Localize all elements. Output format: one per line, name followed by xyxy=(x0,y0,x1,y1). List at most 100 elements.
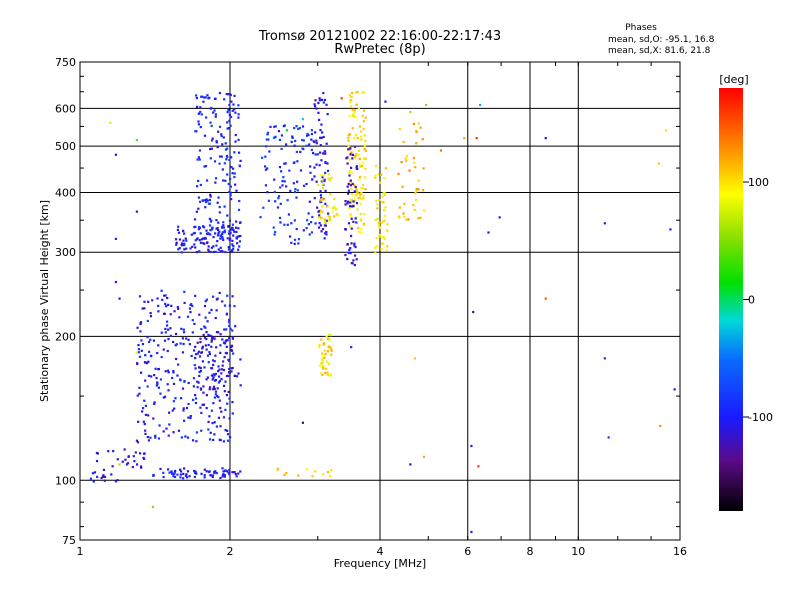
data-point xyxy=(350,95,353,98)
data-point xyxy=(321,353,324,356)
data-point xyxy=(297,474,300,477)
data-point xyxy=(215,219,218,222)
data-point xyxy=(199,406,202,409)
data-point xyxy=(172,340,175,344)
data-point xyxy=(330,176,333,179)
data-point xyxy=(140,349,143,352)
data-point xyxy=(349,246,352,250)
data-point xyxy=(224,351,227,355)
data-point xyxy=(222,416,226,419)
data-point xyxy=(425,103,428,107)
data-point xyxy=(283,180,286,183)
data-point xyxy=(227,126,230,130)
data-point xyxy=(383,237,386,241)
data-point xyxy=(326,470,330,474)
data-point xyxy=(214,393,217,396)
data-point xyxy=(146,435,149,439)
data-point xyxy=(377,173,380,176)
data-point xyxy=(221,250,224,253)
data-point xyxy=(166,369,170,372)
data-point xyxy=(324,367,328,370)
data-point xyxy=(191,245,194,248)
data-point xyxy=(220,133,223,136)
data-point xyxy=(223,474,226,477)
data-point xyxy=(162,430,165,433)
data-point xyxy=(305,226,308,230)
data-point xyxy=(176,473,179,476)
data-point xyxy=(200,472,203,475)
data-point xyxy=(207,333,210,337)
data-point xyxy=(213,421,216,424)
data-point xyxy=(274,125,277,128)
data-point xyxy=(348,133,352,136)
data-point xyxy=(177,307,180,311)
data-point xyxy=(199,232,202,235)
data-point xyxy=(349,101,352,104)
data-point xyxy=(188,307,192,310)
data-point xyxy=(355,103,358,106)
colorbar xyxy=(719,88,743,511)
data-point xyxy=(233,94,236,97)
data-point xyxy=(211,137,214,140)
data-point xyxy=(236,235,239,238)
data-point xyxy=(215,140,218,143)
data-point xyxy=(220,368,224,371)
data-point xyxy=(362,222,366,225)
data-point xyxy=(359,219,363,222)
data-point xyxy=(174,397,177,400)
data-point xyxy=(209,233,212,236)
data-point xyxy=(224,250,227,254)
data-point xyxy=(346,156,349,159)
data-point xyxy=(164,331,167,334)
data-point xyxy=(211,367,214,370)
data-point xyxy=(208,224,212,227)
data-point xyxy=(222,368,225,372)
data-point xyxy=(165,427,168,430)
data-point xyxy=(305,182,308,186)
data-point xyxy=(477,465,480,468)
data-point xyxy=(326,162,329,165)
data-point xyxy=(237,372,240,375)
data-point xyxy=(325,335,328,338)
data-point xyxy=(212,250,215,254)
data-point xyxy=(364,176,367,179)
data-point xyxy=(204,326,207,329)
data-point xyxy=(205,298,209,301)
data-point xyxy=(290,241,293,244)
data-point xyxy=(121,460,124,463)
data-point xyxy=(192,349,196,352)
data-point xyxy=(226,237,229,240)
data-point xyxy=(162,396,165,399)
data-point xyxy=(225,374,229,378)
data-point xyxy=(139,465,143,468)
data-point xyxy=(239,159,242,162)
data-point xyxy=(202,199,205,203)
data-point xyxy=(209,107,212,110)
data-point xyxy=(361,91,364,94)
data-point xyxy=(669,228,672,231)
data-point xyxy=(175,241,178,244)
data-point xyxy=(194,130,197,133)
data-point xyxy=(323,349,326,352)
data-point xyxy=(202,237,205,240)
data-point xyxy=(344,200,347,203)
data-point xyxy=(232,352,235,355)
data-point xyxy=(152,474,155,477)
data-point xyxy=(222,474,225,477)
data-point xyxy=(140,466,143,469)
data-point xyxy=(323,237,326,240)
data-point xyxy=(174,357,178,361)
data-point xyxy=(353,254,357,257)
data-point xyxy=(404,157,407,160)
data-point xyxy=(160,331,163,334)
data-point xyxy=(191,319,194,322)
data-point xyxy=(347,144,350,148)
data-point xyxy=(173,472,176,475)
x-axis-ticks: 1 2 4 6 8 10 16 xyxy=(77,62,687,558)
data-point xyxy=(231,172,234,175)
data-point xyxy=(328,338,331,341)
data-point xyxy=(313,103,316,106)
data-point xyxy=(229,231,232,234)
data-point xyxy=(185,473,188,476)
data-point xyxy=(147,374,151,377)
